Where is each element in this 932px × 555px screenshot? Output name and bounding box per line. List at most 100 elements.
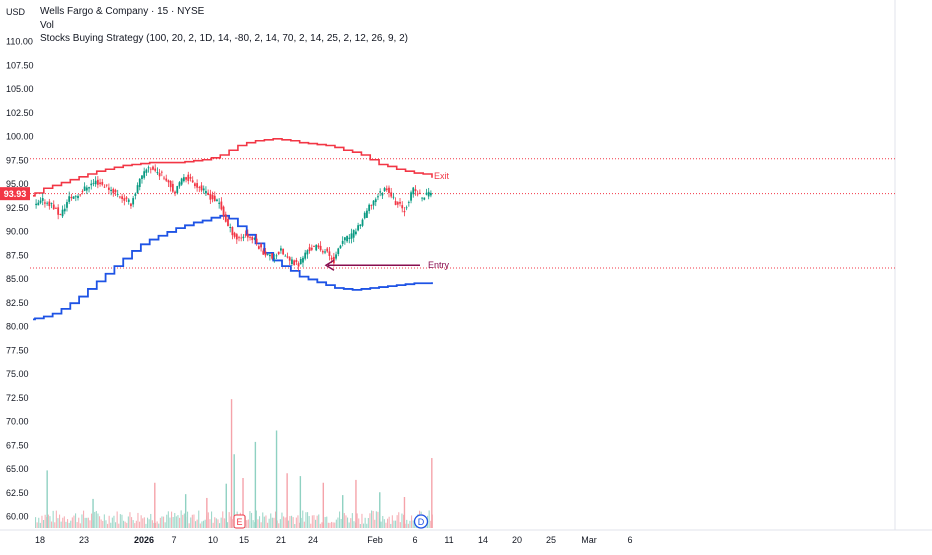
volume-bar: [367, 517, 369, 528]
volume-spike: [342, 495, 344, 528]
candle-body: [368, 204, 371, 211]
volume-bar: [391, 515, 393, 528]
volume-bar: [252, 520, 254, 528]
volume-bar: [161, 516, 163, 528]
volume-bar: [350, 518, 352, 528]
volume-bar: [68, 522, 70, 528]
volume-indicator-label[interactable]: Vol: [40, 19, 54, 31]
candle-body: [324, 251, 326, 253]
volume-bar: [310, 523, 312, 528]
volume-bar: [327, 522, 329, 528]
candle-body: [227, 219, 229, 226]
volume-bar: [361, 513, 363, 528]
candle-body: [207, 192, 210, 195]
volume-bar: [335, 519, 337, 528]
volume-bar: [294, 523, 296, 528]
volume-bar: [116, 511, 118, 528]
candle-body: [264, 251, 267, 256]
candle-body: [119, 196, 121, 198]
candle-body: [414, 189, 417, 192]
y-tick-label: 107.50: [6, 60, 34, 70]
volume-bar: [87, 517, 89, 528]
candle-body: [282, 248, 285, 255]
volume-bar: [401, 513, 403, 528]
candle-body: [299, 259, 302, 265]
candle-body: [233, 232, 236, 237]
volume-bar: [390, 523, 392, 528]
candle-body: [284, 255, 287, 257]
volume-bar: [105, 520, 107, 528]
x-tick-label: 10: [208, 535, 218, 545]
candle-body: [366, 210, 368, 218]
candle-body: [418, 192, 421, 194]
entry-arrow-head: [324, 259, 335, 271]
volume-bar: [47, 514, 49, 528]
volume-bar: [302, 510, 304, 528]
candle-body: [165, 178, 168, 181]
y-tick-label: 95.00: [6, 179, 29, 189]
candle-body: [130, 203, 132, 207]
volume-bar: [249, 511, 251, 528]
volume-bar: [308, 516, 310, 528]
volume-bar: [398, 512, 400, 528]
volume-bar: [227, 522, 229, 528]
volume-bar: [313, 515, 315, 528]
candle-body: [127, 199, 130, 202]
candle-body: [425, 192, 428, 195]
candle-body: [348, 237, 351, 239]
candle-body: [310, 247, 313, 250]
volume-bar: [54, 522, 56, 528]
candle-body: [88, 187, 90, 189]
strategy-indicator-label[interactable]: Stocks Buying Strategy (100, 20, 2, 1D, …: [40, 33, 409, 44]
candle-body: [211, 194, 214, 200]
candle-body: [427, 191, 430, 197]
candle-body: [83, 186, 86, 191]
candle-body: [249, 236, 251, 238]
candle-body: [194, 183, 196, 187]
volume-bar: [153, 522, 155, 528]
candle-body: [92, 182, 95, 184]
candle-body: [222, 206, 225, 216]
candle-body: [141, 175, 143, 179]
volume-bar: [319, 523, 321, 528]
candle-body: [189, 177, 192, 179]
volume-bar: [156, 521, 158, 528]
volume-spike: [184, 494, 187, 528]
candle-body: [138, 178, 141, 188]
volume-bar: [364, 517, 366, 528]
volume-bar: [295, 517, 297, 528]
candle-body: [101, 181, 104, 185]
volume-bar: [59, 514, 61, 528]
candle-body: [321, 251, 324, 253]
volume-spike: [92, 498, 94, 528]
candle-body: [355, 231, 357, 235]
x-tick-label: 6: [412, 535, 417, 545]
volume-bar: [297, 515, 299, 528]
volume-bar: [44, 514, 46, 528]
volume-bar: [51, 521, 53, 528]
candle-body: [63, 208, 66, 212]
candle-body: [370, 204, 373, 206]
last-price-badge-label: 93.93: [4, 189, 27, 199]
volume-bar: [334, 522, 336, 528]
candle-body: [213, 195, 216, 202]
candle-body: [224, 214, 227, 222]
volume-bar: [36, 522, 38, 528]
candle-body: [90, 183, 93, 186]
y-tick-label: 60.00: [6, 512, 29, 522]
volume-bar: [329, 522, 331, 528]
volume-bar: [326, 516, 328, 528]
volume-bar: [35, 517, 37, 528]
volume-spike: [403, 497, 406, 528]
symbol-title[interactable]: Wells Fargo & Company · 15 · NYSE: [40, 6, 205, 17]
volume-bar: [43, 520, 45, 528]
y-tick-label: 97.50: [6, 155, 29, 165]
volume-bar: [158, 523, 160, 528]
volume-bar: [137, 512, 139, 528]
volume-bar: [324, 517, 326, 528]
x-tick-label: 25: [546, 535, 556, 545]
candle-body: [209, 193, 212, 200]
volume-bar: [190, 517, 192, 528]
